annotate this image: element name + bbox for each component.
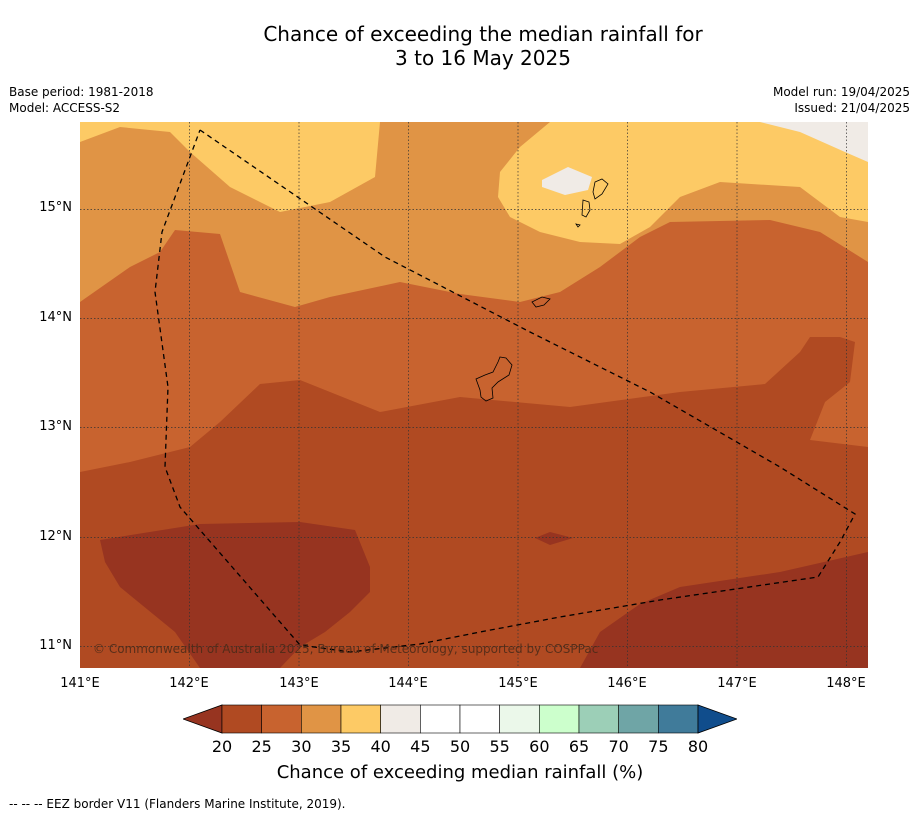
colorbar-tick-label: 50 [449, 737, 471, 756]
colorbar-tick-label: 30 [291, 737, 312, 756]
lon-tick-145e: 145°E [498, 676, 538, 691]
colorbar-swatch [340, 704, 381, 734]
lon-tick-144e: 144°E [388, 676, 428, 691]
colorbar-tick-label: 35 [330, 737, 352, 756]
model-name: Model: ACCESS-S2 [9, 101, 121, 115]
colorbar-tick-label: 40 [370, 737, 391, 756]
colorbar-over-arrow [697, 704, 737, 734]
lon-tick-148e: 148°E [826, 676, 866, 691]
colorbar [183, 704, 737, 734]
colorbar-tick-label: 45 [410, 737, 431, 756]
meta-left: Base period: 1981-2018 Model: ACCESS-S2 [9, 84, 154, 116]
colorbar-swatch [578, 704, 619, 734]
eez-border [154, 129, 856, 653]
lat-tick-13n: 13°N [39, 419, 72, 434]
graticule [80, 122, 868, 668]
issued-date: Issued: 21/04/2025 [794, 101, 910, 115]
colorbar-swatch [499, 704, 540, 734]
colorbar-tick-label: 70 [608, 737, 629, 756]
colorbar-tick-label: 55 [489, 737, 510, 756]
lat-tick-12n: 12°N [39, 529, 72, 544]
base-period: Base period: 1981-2018 [9, 85, 154, 99]
colorbar-tick-label: 75 [648, 737, 669, 756]
colorbar-swatch [658, 704, 699, 734]
lon-tick-147e: 147°E [717, 676, 757, 691]
meta-right: Model run: 19/04/2025 Issued: 21/04/2025 [773, 84, 910, 116]
aguijan-island [575, 223, 581, 228]
zone-35-40 [80, 122, 868, 244]
islands [475, 178, 609, 402]
colorbar-swatch [618, 704, 659, 734]
colorbar-swatch [459, 704, 500, 734]
colorbar-swatch [261, 704, 302, 734]
lat-tick-15n: 15°N [39, 200, 72, 215]
guam-island [475, 356, 513, 402]
title-line-1: Chance of exceeding the median rainfall … [263, 22, 703, 46]
lat-tick-14n: 14°N [39, 310, 72, 325]
rainfall-map [80, 122, 868, 668]
zone-below-20 [580, 552, 868, 668]
colorbar-swatch [301, 704, 342, 734]
colorbar-tick-label: 20 [211, 737, 233, 756]
lon-tick-141e: 141°E [60, 676, 100, 691]
zone-below-20 [100, 522, 370, 668]
colorbar-swatch [221, 704, 262, 734]
colorbar-tick-label: 25 [251, 737, 272, 756]
colorbar-tick-label: 65 [568, 737, 590, 756]
colorbar-swatch [380, 704, 421, 734]
saipan-island [592, 178, 609, 200]
copyright-notice: © Commonwealth of Australia 2025, Bureau… [93, 642, 599, 656]
lon-tick-143e: 143°E [279, 676, 319, 691]
colorbar-swatch [420, 704, 461, 734]
colorbar-under-arrow [183, 704, 223, 734]
zone-below-20 [535, 532, 573, 545]
colorbar-tick-label: 60 [529, 737, 550, 756]
lon-tick-146e: 146°E [607, 676, 647, 691]
title-line-2: 3 to 16 May 2025 [395, 46, 571, 70]
model-run: Model run: 19/04/2025 [772, 85, 910, 99]
lon-tick-142e: 142°E [169, 676, 209, 691]
zone-40-45-patch [760, 122, 868, 162]
zone-40-45-patch [542, 167, 592, 195]
lat-tick-11n: 11°N [39, 638, 72, 653]
colorbar-tick-label: 80 [687, 737, 709, 756]
eez-legend-note: -- -- -- EEZ border V11 (Flanders Marine… [9, 797, 346, 811]
map-title: Chance of exceeding the median rainfall … [0, 22, 919, 70]
tinian-island [581, 199, 591, 218]
colorbar-title: Chance of exceeding median rainfall (%) [276, 762, 644, 783]
colorbar-swatch [539, 704, 580, 734]
rota-island [531, 296, 551, 308]
